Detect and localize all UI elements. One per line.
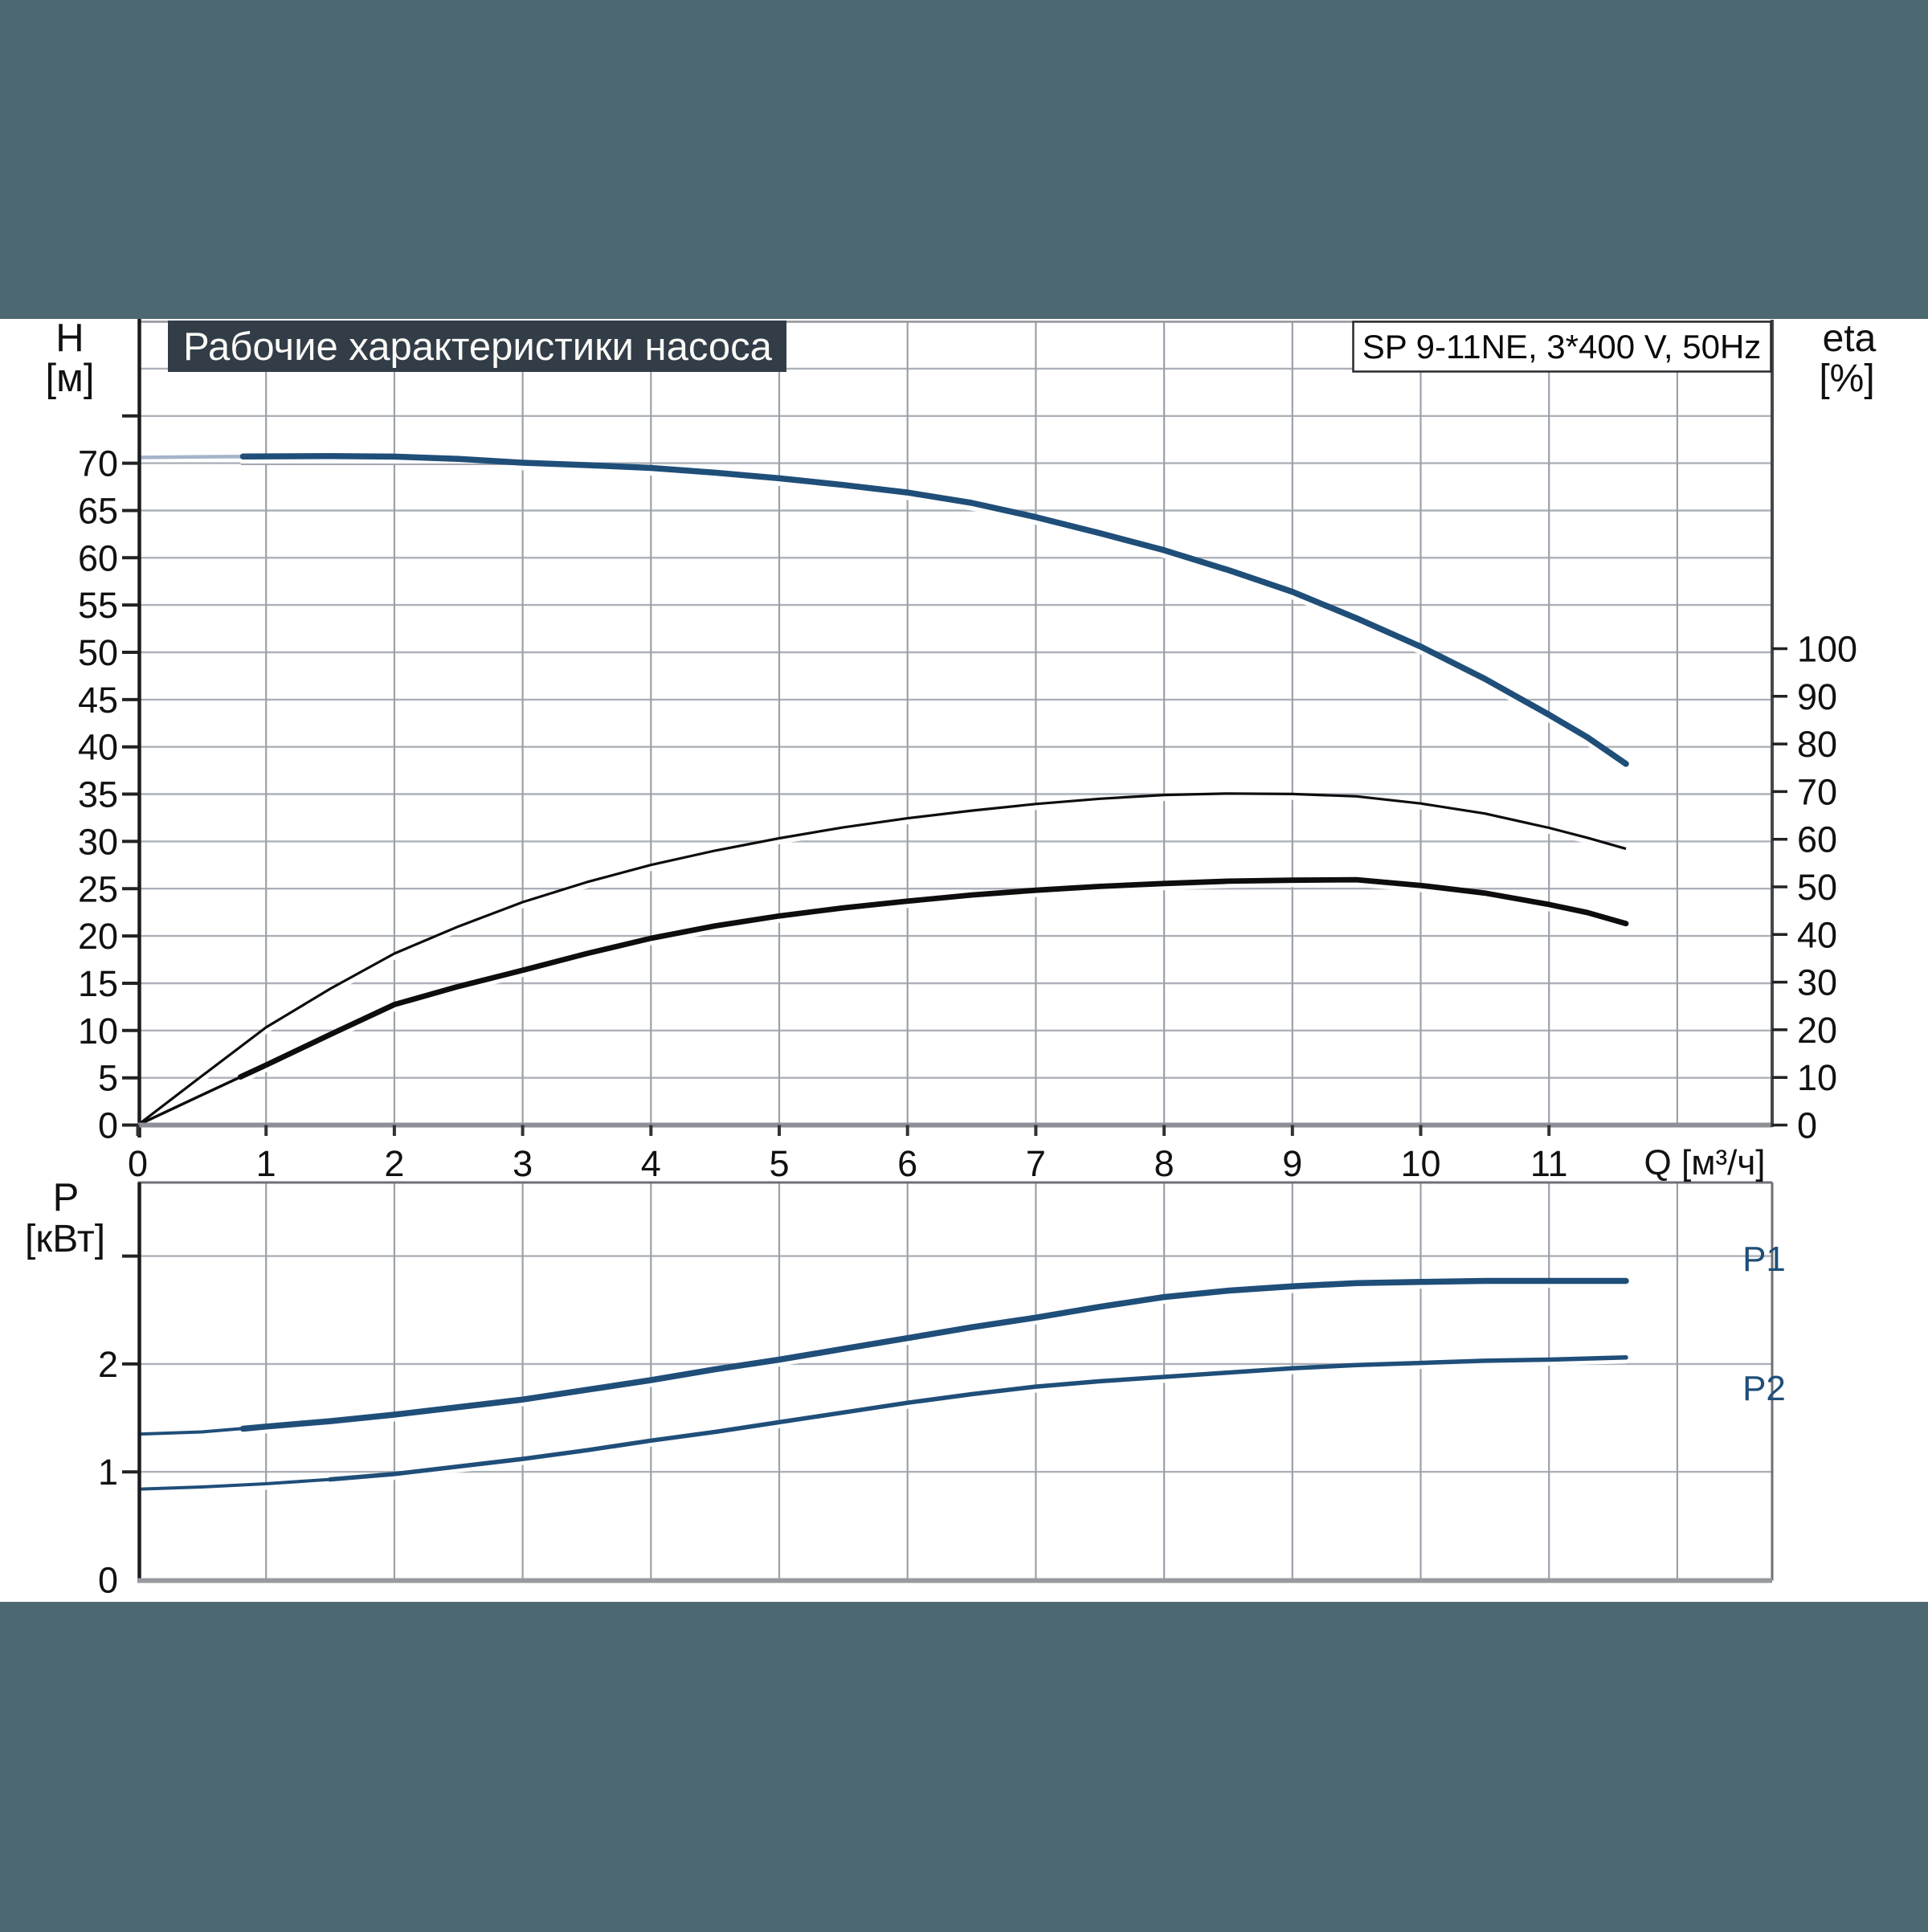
svg-text:Q [м³/ч]: Q [м³/ч] bbox=[1644, 1143, 1766, 1182]
svg-text:5: 5 bbox=[769, 1143, 789, 1184]
svg-text:eta: eta bbox=[1823, 317, 1877, 360]
svg-text:70: 70 bbox=[78, 443, 118, 484]
svg-text:0: 0 bbox=[98, 1105, 118, 1146]
svg-text:8: 8 bbox=[1154, 1143, 1174, 1184]
svg-text:1: 1 bbox=[256, 1143, 276, 1184]
svg-text:35: 35 bbox=[78, 774, 118, 815]
svg-text:2: 2 bbox=[384, 1143, 404, 1184]
svg-text:1: 1 bbox=[98, 1452, 118, 1493]
svg-text:90: 90 bbox=[1797, 676, 1837, 717]
svg-text:100: 100 bbox=[1797, 629, 1857, 670]
svg-text:0: 0 bbox=[1797, 1105, 1817, 1146]
svg-text:20: 20 bbox=[1797, 1010, 1837, 1051]
svg-text:30: 30 bbox=[78, 821, 118, 862]
svg-text:Рабочие характеристики насоса: Рабочие характеристики насоса bbox=[183, 325, 773, 369]
svg-text:0: 0 bbox=[128, 1143, 148, 1184]
svg-text:P2: P2 bbox=[1742, 1369, 1786, 1408]
svg-text:60: 60 bbox=[78, 537, 118, 578]
svg-text:40: 40 bbox=[1797, 914, 1837, 955]
svg-text:0: 0 bbox=[98, 1560, 118, 1601]
svg-text:80: 80 bbox=[1797, 724, 1837, 765]
svg-text:P: P bbox=[53, 1176, 80, 1219]
svg-text:10: 10 bbox=[1797, 1057, 1837, 1098]
svg-text:7: 7 bbox=[1026, 1143, 1046, 1184]
svg-text:40: 40 bbox=[78, 727, 118, 768]
svg-text:SP 9-11NE, 3*400 V, 50Hz: SP 9-11NE, 3*400 V, 50Hz bbox=[1362, 328, 1762, 366]
svg-text:15: 15 bbox=[78, 963, 118, 1004]
svg-text:[м]: [м] bbox=[46, 357, 95, 400]
svg-text:9: 9 bbox=[1282, 1143, 1302, 1184]
svg-text:30: 30 bbox=[1797, 962, 1837, 1003]
svg-text:H: H bbox=[55, 317, 84, 360]
svg-text:4: 4 bbox=[641, 1143, 661, 1184]
svg-text:P1: P1 bbox=[1742, 1240, 1786, 1279]
svg-text:10: 10 bbox=[1400, 1143, 1440, 1184]
svg-text:2: 2 bbox=[98, 1344, 118, 1385]
svg-text:50: 50 bbox=[1797, 867, 1837, 908]
svg-text:65: 65 bbox=[78, 490, 118, 531]
svg-text:10: 10 bbox=[78, 1011, 118, 1052]
svg-text:20: 20 bbox=[78, 916, 118, 957]
svg-text:11: 11 bbox=[1530, 1143, 1568, 1184]
svg-text:60: 60 bbox=[1797, 819, 1837, 860]
svg-text:45: 45 bbox=[78, 680, 118, 721]
svg-text:55: 55 bbox=[78, 585, 118, 626]
svg-text:70: 70 bbox=[1797, 771, 1837, 812]
svg-text:5: 5 bbox=[98, 1058, 118, 1099]
svg-text:25: 25 bbox=[78, 868, 118, 909]
svg-text:50: 50 bbox=[78, 632, 118, 673]
svg-text:[%]: [%] bbox=[1819, 357, 1874, 400]
svg-text:[кВт]: [кВт] bbox=[25, 1218, 105, 1260]
svg-text:6: 6 bbox=[897, 1143, 917, 1184]
svg-text:3: 3 bbox=[513, 1143, 533, 1184]
